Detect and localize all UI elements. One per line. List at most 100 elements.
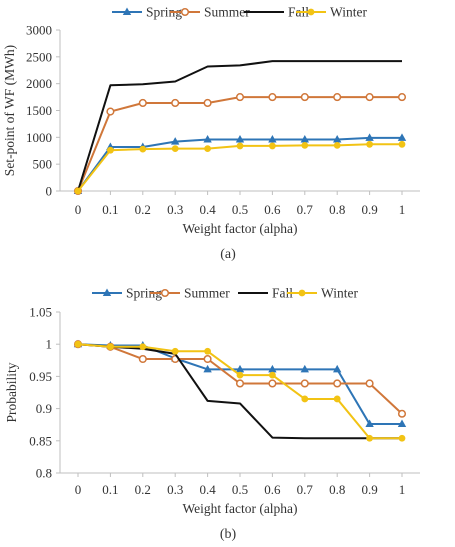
data-point xyxy=(138,354,147,364)
y-tick-label: 1000 xyxy=(26,130,52,145)
chart-panel-a: 0 500 1000 1500 2000 2500 3000 0 0.1 0.2 0.3 0.4 0.5… xyxy=(2,5,420,262)
y-tick-label: 2000 xyxy=(26,76,52,91)
data-point xyxy=(204,145,212,153)
x-axis-title: Weight factor (alpha) xyxy=(182,221,297,236)
data-point xyxy=(139,145,147,153)
data-point xyxy=(235,134,245,143)
y-tick-label: 0.8 xyxy=(36,466,52,481)
y-tick-label: 0.9 xyxy=(36,401,52,416)
x-axis-title: Weight factor (alpha) xyxy=(182,501,297,516)
chart-panel-b: 0.8 0.85 0.9 0.95 1 1.05 0 0.1 0.2 0.3 0.4 0.5 0.6 0.… xyxy=(4,286,420,542)
data-point xyxy=(235,93,245,102)
data-point xyxy=(300,379,309,388)
data-point xyxy=(398,434,406,442)
data-point xyxy=(268,134,277,143)
data-point xyxy=(171,137,180,145)
data-point xyxy=(74,187,82,195)
legend-label-summer: Summer xyxy=(184,286,230,301)
x-tick-label: 0.1 xyxy=(102,202,118,217)
data-point xyxy=(171,145,179,153)
data-point xyxy=(333,364,342,373)
y-tick-label: 0.85 xyxy=(29,433,52,448)
series-line-fall xyxy=(77,60,402,192)
data-point xyxy=(333,379,342,388)
y-tick-label: 1.05 xyxy=(29,305,52,320)
y-tick-label: 0.95 xyxy=(29,369,52,384)
y-tick-label: 1 xyxy=(46,337,53,352)
legend-label-fall: Fall xyxy=(272,286,293,301)
y-tick-label: 3000 xyxy=(26,23,52,38)
x-tick-label: 0.9 xyxy=(361,482,377,497)
data-point xyxy=(268,364,277,373)
y-tick-label: 2500 xyxy=(26,49,52,64)
data-point xyxy=(203,134,212,143)
data-point xyxy=(333,93,342,102)
legend-label-spring: Spring xyxy=(146,5,182,20)
data-point xyxy=(397,93,407,102)
legend-label-winter: Winter xyxy=(321,286,358,301)
x-tick-label: 0.1 xyxy=(102,482,118,497)
legend-marker xyxy=(180,7,190,17)
data-point xyxy=(365,419,374,428)
x-tick-label: 0.2 xyxy=(135,202,151,217)
data-point xyxy=(171,98,180,108)
data-point xyxy=(300,364,309,373)
data-point xyxy=(203,98,212,108)
data-point xyxy=(301,395,309,403)
series-line-winter xyxy=(77,343,402,440)
data-point xyxy=(397,133,407,141)
x-tick-label: 1 xyxy=(399,202,406,217)
data-point xyxy=(269,371,276,379)
x-tick-label: 0.3 xyxy=(167,482,183,497)
data-point xyxy=(107,146,114,154)
data-point xyxy=(366,434,373,442)
data-point xyxy=(203,364,212,373)
x-tick-label: 0.3 xyxy=(167,202,183,217)
panel-label: (b) xyxy=(220,527,237,542)
x-tick-label: 0.5 xyxy=(232,202,248,217)
data-point xyxy=(365,379,374,388)
series-line-fall xyxy=(77,343,402,440)
x-tick-label: 0.8 xyxy=(329,482,345,497)
data-point xyxy=(301,141,309,149)
y-tick-label: 500 xyxy=(33,157,53,172)
legend-marker xyxy=(298,289,306,297)
data-point xyxy=(397,419,407,428)
y-tick-label: 0 xyxy=(46,184,53,199)
data-point xyxy=(333,395,341,403)
data-point xyxy=(138,98,147,108)
data-point xyxy=(171,347,179,355)
x-tick-label: 1 xyxy=(399,482,406,497)
x-tick-label: 0.6 xyxy=(264,482,281,497)
legend-marker xyxy=(122,7,132,15)
x-tick-label: 0.5 xyxy=(232,482,248,497)
x-tick-label: 0.4 xyxy=(199,202,216,217)
data-point xyxy=(204,347,212,355)
legend-label-spring: Spring xyxy=(126,286,162,301)
data-point xyxy=(106,107,115,116)
x-tick-label: 0.8 xyxy=(329,202,345,217)
data-point xyxy=(203,354,212,364)
y-axis-title: Set-point of WF (MWh) xyxy=(2,45,17,176)
x-tick-label: 0 xyxy=(75,482,82,497)
legend-marker xyxy=(307,8,315,16)
x-tick-label: 0.4 xyxy=(199,482,216,497)
data-point xyxy=(236,371,244,379)
data-point xyxy=(268,93,277,102)
data-point xyxy=(366,140,373,148)
x-tick-label: 0 xyxy=(75,202,82,217)
data-point xyxy=(333,134,342,143)
x-tick-label: 0.6 xyxy=(264,202,281,217)
legend-label-winter: Winter xyxy=(330,5,367,20)
data-point xyxy=(365,93,374,102)
data-point xyxy=(300,93,309,102)
data-point xyxy=(300,134,309,143)
x-tick-label: 0.7 xyxy=(297,202,314,217)
x-tick-label: 0.9 xyxy=(361,202,377,217)
legend-label-summer: Summer xyxy=(204,5,250,20)
data-point xyxy=(269,142,276,150)
data-point xyxy=(107,343,114,351)
legend-marker xyxy=(102,288,112,296)
data-point xyxy=(236,142,244,150)
